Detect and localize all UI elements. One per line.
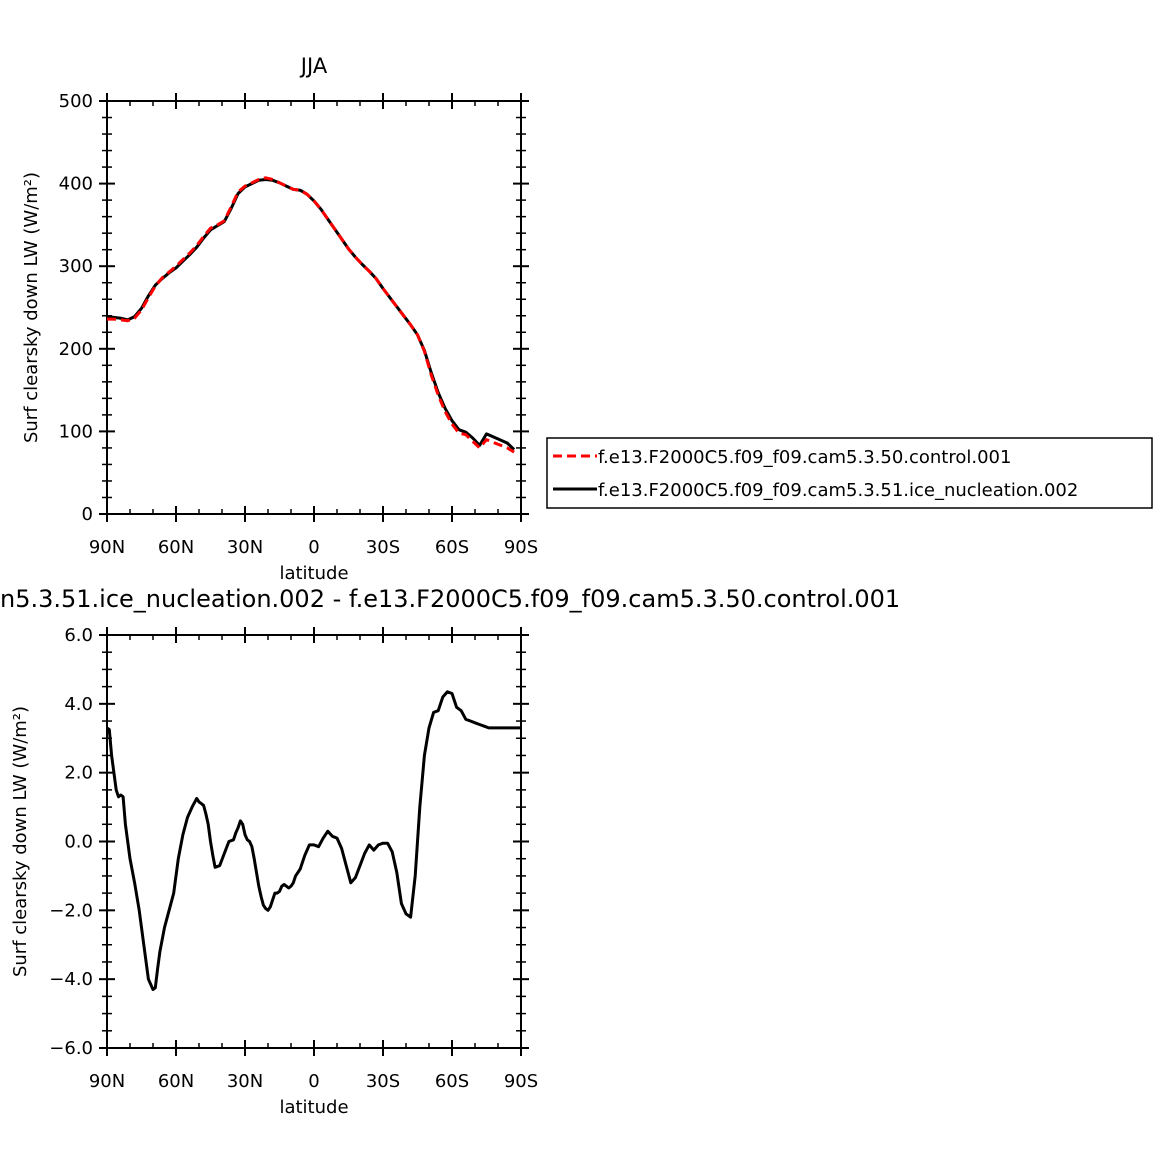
y-tick-label: 100 <box>59 421 93 442</box>
chart-title: n5.3.51.ice_nucleation.002 - f.e13.F2000… <box>0 585 900 613</box>
x-tick-label: 90N <box>89 1071 125 1092</box>
plot-frame <box>106 634 522 1049</box>
y-tick-label: 2.0 <box>64 763 93 784</box>
x-axis-label: latitude <box>279 563 348 584</box>
x-tick-label: 30S <box>366 537 400 558</box>
x-tick-label: 30N <box>227 537 263 558</box>
x-tick-label: 60S <box>435 1071 469 1092</box>
y-tick-label: 0 <box>82 504 93 525</box>
y-tick-label: 200 <box>59 339 93 360</box>
bottom-panel: 90N 60N 30N 0 30S 60S 90S −6.0 −4.0 −2.0 0.0 2.0 4.0… <box>0 585 900 1118</box>
difference-series-line <box>107 690 521 991</box>
y-tick-label: 300 <box>59 256 93 277</box>
x-axis-label: latitude <box>279 1097 348 1118</box>
control-series-line <box>107 176 515 454</box>
x-tick-label: 30S <box>366 1071 400 1092</box>
x-tick-label: 30N <box>227 1071 263 1092</box>
x-tick-label: 60N <box>158 537 194 558</box>
plot-frame <box>106 100 522 515</box>
x-tick-label: 60S <box>435 537 469 558</box>
y-tick-label: 4.0 <box>64 694 93 715</box>
x-tick-label: 90N <box>89 537 125 558</box>
y-axis-label: Surf clearsky down LW (W/m²) <box>10 706 31 977</box>
legend-label: f.e13.F2000C5.f09_f09.cam5.3.50.control.… <box>598 447 1011 468</box>
legend-box <box>546 437 1153 509</box>
y-tick-label: 0.0 <box>64 832 93 853</box>
x-tick-label: 90S <box>504 1071 538 1092</box>
x-tick-label: 60N <box>158 1071 194 1092</box>
y-tick-label: −6.0 <box>49 1038 93 1059</box>
top-panel: 90N 60N 30N 0 30S 60S 90S 0 100 200 300 400 500 latit… <box>21 54 538 584</box>
legend-label: f.e13.F2000C5.f09_f09.cam5.3.51.ice_nucl… <box>598 480 1078 501</box>
y-tick-label: −4.0 <box>49 969 93 990</box>
x-tick-label: 0 <box>308 1071 319 1092</box>
legend: f.e13.F2000C5.f09_f09.cam5.3.50.control.… <box>546 437 1153 509</box>
y-tick-label: 500 <box>59 91 93 112</box>
y-axis-label: Surf clearsky down LW (W/m²) <box>21 172 42 443</box>
y-tick-label: 6.0 <box>64 625 93 646</box>
chart-title: JJA <box>299 54 328 78</box>
y-tick-label: 400 <box>59 174 93 195</box>
ice-nucleation-series-line <box>107 178 516 451</box>
x-tick-label: 0 <box>308 537 319 558</box>
x-tick-label: 90S <box>504 537 538 558</box>
y-tick-label: −2.0 <box>49 900 93 921</box>
